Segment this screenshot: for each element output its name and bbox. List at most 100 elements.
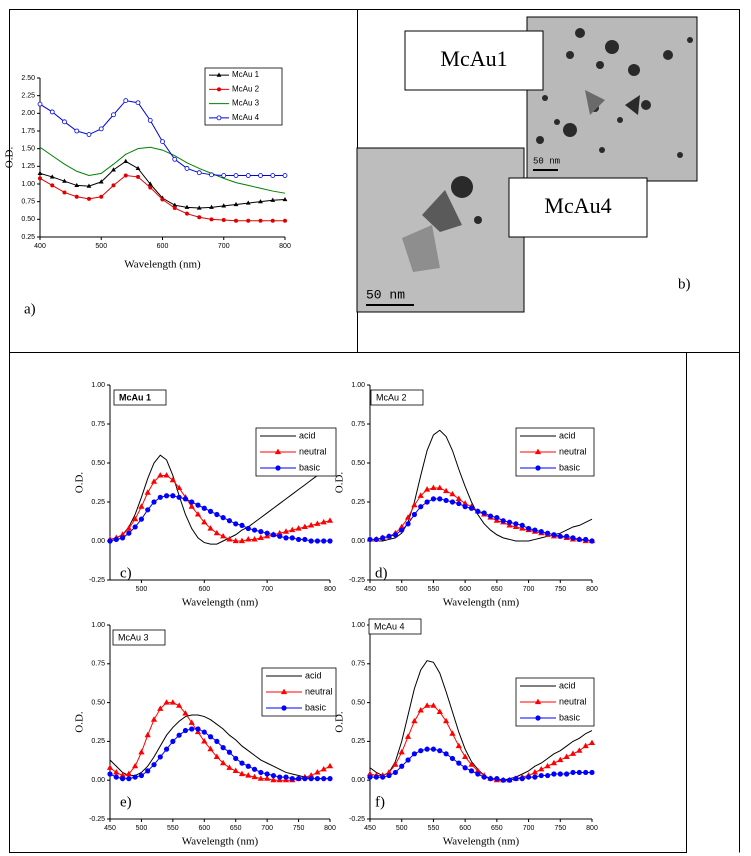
marker [545,772,551,779]
marker [157,494,163,500]
marker [551,532,557,538]
y-axis-title: O.D. [74,711,86,733]
marker [251,766,258,772]
tem-image-1 [526,16,698,182]
marker [436,484,443,491]
marker [455,495,462,501]
particle [402,225,440,272]
y-tick-label: -0.25 [349,577,365,584]
marker [170,738,176,745]
y-tick-label: 0.75 [91,661,105,668]
marker [308,538,314,544]
marker [314,520,321,526]
marker [576,747,583,753]
marker [289,526,296,533]
marker [544,762,551,769]
marker [245,173,251,178]
marker [308,522,315,528]
marker [551,771,557,777]
marker [289,535,295,541]
marker [138,772,145,779]
marker [176,494,182,500]
marker [38,176,42,181]
x-tick-label: 800 [586,586,598,593]
marker [182,496,189,502]
marker [534,448,542,455]
marker [455,742,462,749]
marker [258,173,263,178]
marker [184,204,190,209]
marker [545,530,551,536]
marker [535,465,541,471]
x-tick-label: 500 [136,825,148,832]
marker [172,202,178,207]
marker [589,538,595,544]
marker [475,771,481,777]
marker [534,698,542,705]
marker [233,521,239,527]
marker [172,206,177,211]
marker [411,717,418,724]
marker [62,178,67,183]
marker [500,777,506,783]
marker [209,217,214,222]
marker [570,769,576,776]
legend-label: acid [299,430,316,440]
marker [494,515,500,521]
marker [98,126,104,132]
marker [399,527,405,533]
marker [532,774,538,780]
marker [138,516,145,522]
marker [270,532,277,538]
marker [98,179,104,184]
legend-label: basic [559,712,581,722]
legend-label: acid [559,430,576,440]
marker [150,478,158,484]
marker [226,749,233,755]
marker [373,536,379,543]
marker [398,748,405,755]
marker [442,487,450,494]
y-axis-title: O.D. [334,472,346,494]
x-axis-title: Wavelength (nm) [443,836,520,848]
marker [301,523,308,530]
marker [449,730,456,736]
sample-label: McAu1 [440,46,507,71]
marker [424,746,430,752]
marker [257,775,264,781]
panel-label: b) [678,276,691,292]
marker [132,515,139,522]
x-tick-label: 600 [459,586,471,593]
marker [270,197,276,202]
x-tick-label: 400 [34,243,46,250]
marker [423,702,431,708]
marker [138,503,145,509]
marker [37,170,43,175]
marker [449,755,456,762]
marker [196,170,202,176]
marker [74,182,80,188]
legend-label: McAu 1 [232,70,260,79]
marker [136,174,140,179]
marker [442,717,450,724]
marker [456,500,462,507]
y-axis-title: O.D. [4,147,16,169]
marker [182,710,189,716]
marker [513,521,519,527]
y-tick-label: 0.25 [21,234,35,241]
marker [437,496,443,502]
marker [209,172,214,178]
marker [99,194,104,199]
marker [216,72,222,77]
marker [163,699,170,705]
marker [226,764,233,770]
marker [386,772,392,779]
marker [392,769,398,776]
top-frame [9,9,740,353]
marker [392,761,399,767]
marker [111,167,116,172]
marker [380,535,386,541]
data-line [369,660,593,781]
x-tick-label: 650 [491,825,503,832]
